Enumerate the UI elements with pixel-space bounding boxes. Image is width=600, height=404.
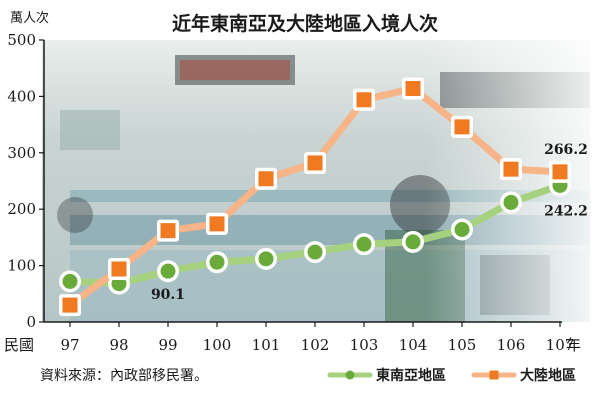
series-point — [552, 164, 568, 180]
x-tick-label: 99 — [158, 336, 177, 354]
y-tick-label: 500 — [7, 31, 36, 49]
series-point — [111, 261, 127, 277]
legend-label-1: 大陸地區 — [520, 367, 576, 384]
x-axis-unit-right: 年 — [566, 336, 581, 354]
x-tick-label: 102 — [301, 336, 330, 354]
series-point — [356, 236, 372, 252]
y-tick-label: 200 — [7, 200, 36, 218]
series-point — [160, 223, 176, 239]
source-note: 資料來源：內政部移民署。 — [40, 368, 208, 384]
series-point — [405, 81, 421, 97]
x-tick-label: 106 — [497, 336, 526, 354]
series-point — [307, 244, 323, 260]
x-tick-label: 98 — [109, 336, 128, 354]
legend: 東南亞地區 大陸地區 — [327, 367, 576, 384]
x-tick-label: 100 — [203, 336, 232, 354]
x-tick-label: 101 — [252, 336, 281, 354]
series-point — [160, 263, 176, 279]
series-point — [209, 254, 225, 270]
x-tick-label: 97 — [60, 336, 79, 354]
series-layer — [59, 77, 571, 317]
series-point — [62, 297, 78, 313]
series-point — [62, 273, 78, 289]
legend-marker-1 — [489, 370, 499, 380]
y-tick-label: 400 — [7, 87, 36, 105]
series-point — [258, 171, 274, 187]
chart-title: 近年東南亞及大陸地區入境人次 — [172, 12, 438, 35]
y-tick-label: 100 — [7, 257, 36, 275]
data-labels: 90.1 242.2 266.2 — [151, 142, 588, 303]
y-tick-label: 0 — [26, 313, 36, 331]
y-tick-label: 300 — [7, 144, 36, 162]
series-point — [454, 222, 470, 238]
background-photo — [42, 40, 590, 322]
series-point — [307, 155, 323, 171]
legend-marker-0 — [345, 370, 355, 380]
x-tick-label: 104 — [399, 336, 428, 354]
series-point — [258, 251, 274, 267]
series-point — [503, 161, 519, 177]
series-point — [356, 92, 372, 108]
series-point — [405, 234, 421, 250]
x-tick-label: 105 — [448, 336, 477, 354]
x-tick-label: 107 — [546, 336, 575, 354]
series-point — [209, 216, 225, 232]
data-label: 266.2 — [544, 142, 588, 158]
series-point — [503, 194, 519, 210]
x-axis-unit-left: 民國 — [4, 336, 34, 354]
axes: 0 100 200 300 400 500 97 98 99 100 101 102 103 104 105… — [7, 31, 574, 354]
data-label: 242.2 — [544, 203, 588, 219]
y-axis-unit: 萬人次 — [10, 10, 49, 26]
legend-label-0: 東南亞地區 — [376, 367, 446, 384]
x-tick-label: 103 — [350, 336, 379, 354]
data-label: 90.1 — [151, 287, 185, 303]
series-point — [454, 119, 470, 135]
